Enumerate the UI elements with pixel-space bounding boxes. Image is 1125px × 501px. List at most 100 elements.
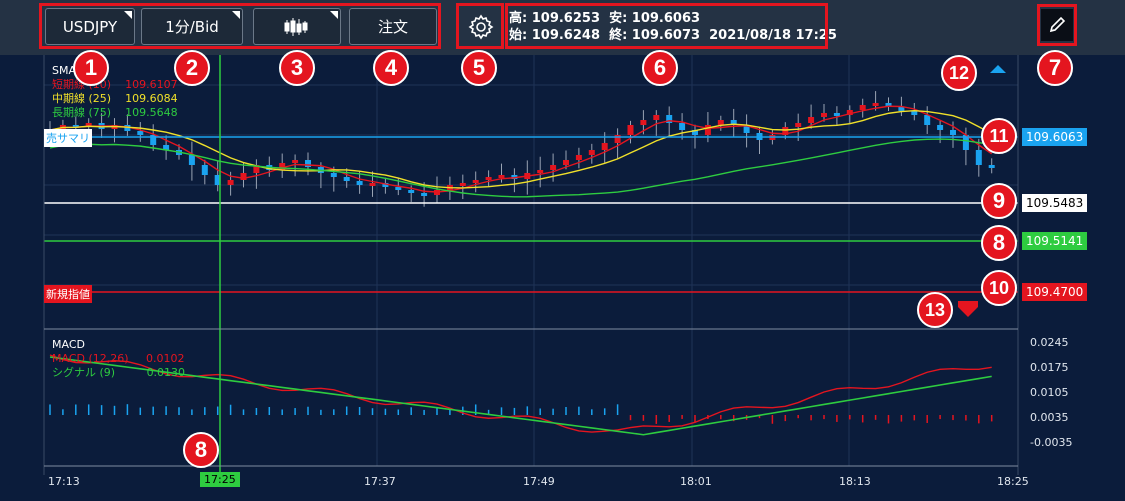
candle-body bbox=[537, 170, 544, 173]
candle-body bbox=[627, 125, 634, 135]
candle-body bbox=[550, 165, 557, 170]
candle-body bbox=[588, 150, 595, 155]
annotation-badge: 6 bbox=[642, 50, 678, 86]
sma-short-line bbox=[49, 105, 993, 193]
candle-body bbox=[395, 187, 402, 190]
sma-long-value: 109.5648 bbox=[125, 106, 178, 119]
candle-body bbox=[330, 173, 337, 177]
candles bbox=[47, 91, 995, 207]
draw-button[interactable] bbox=[1041, 9, 1073, 41]
close-label: 終: bbox=[609, 28, 628, 43]
annotation-badge: 12 bbox=[941, 55, 977, 91]
time-label-selected: 17:25 bbox=[200, 472, 240, 487]
annotation-badge: 9 bbox=[981, 183, 1017, 219]
sma-title: SMA bbox=[52, 64, 76, 77]
candle-body bbox=[640, 120, 647, 125]
candle-body bbox=[782, 127, 789, 135]
time-label: 17:13 bbox=[48, 475, 80, 488]
candle-body bbox=[124, 125, 131, 131]
candle-body bbox=[575, 155, 582, 160]
candle-body bbox=[421, 193, 428, 196]
candle-body bbox=[950, 130, 956, 135]
scroll-up-arrow-icon[interactable] bbox=[990, 65, 1006, 73]
price-chart[interactable] bbox=[0, 55, 1125, 501]
candle-body bbox=[614, 135, 621, 143]
candle-body bbox=[150, 135, 157, 145]
annotation-badge: 4 bbox=[373, 50, 409, 86]
datetime-value: 2021/08/18 17:25 bbox=[709, 28, 837, 43]
corner-marker bbox=[124, 11, 132, 19]
sma-short-value: 109.6107 bbox=[125, 78, 178, 91]
settings-button[interactable] bbox=[462, 8, 499, 45]
annotation-badge: 1 bbox=[73, 50, 109, 86]
candle-body bbox=[214, 175, 221, 185]
candle-body bbox=[808, 117, 815, 123]
candle-body bbox=[227, 180, 234, 185]
candle-body bbox=[163, 145, 170, 150]
order-label: 注文 bbox=[377, 18, 408, 36]
candle-body bbox=[563, 160, 569, 165]
candle-body bbox=[72, 125, 79, 128]
new-limit-label[interactable]: 新規指値 bbox=[44, 285, 92, 303]
candle-body bbox=[240, 173, 247, 180]
high-label: 高: bbox=[509, 11, 528, 26]
sma-legend: SMA 短期線 (10) 109.6107 中期線 (25) 109.6084 … bbox=[52, 64, 178, 120]
annotation-badge: 2 bbox=[174, 50, 210, 86]
candle-body bbox=[962, 135, 969, 150]
timeframe-label: 1分/Bid bbox=[165, 18, 219, 36]
symbol-label: USDJPY bbox=[62, 17, 118, 36]
candle-body bbox=[601, 143, 608, 150]
macd-panel bbox=[49, 354, 993, 436]
candle-body bbox=[369, 183, 376, 186]
corner-marker bbox=[232, 11, 240, 19]
timeframe-button[interactable]: 1分/Bid bbox=[141, 8, 243, 45]
candle-body bbox=[911, 111, 918, 115]
candle-body bbox=[253, 165, 260, 173]
candle-body bbox=[472, 180, 479, 183]
candle-body bbox=[137, 131, 144, 135]
candle-body bbox=[188, 155, 195, 165]
order-button[interactable]: 注文 bbox=[349, 8, 437, 45]
annotation-badge: 5 bbox=[461, 50, 497, 86]
candle-body bbox=[498, 175, 505, 178]
time-label: 18:13 bbox=[839, 475, 871, 488]
open-value: 109.6248 bbox=[531, 28, 600, 43]
limit-order-marker-icon[interactable] bbox=[958, 301, 978, 317]
candle-body bbox=[846, 110, 853, 115]
pencil-icon bbox=[1049, 16, 1066, 33]
annotation-badge: 10 bbox=[981, 270, 1017, 306]
signal-label: シグナル (9) bbox=[52, 366, 116, 379]
sma-mid-label: 中期線 (25) bbox=[52, 92, 112, 105]
toolbar: USDJPY 1分/Bid 注文 高: 109.6253 安: 109.6063… bbox=[0, 0, 1125, 55]
chart-type-button[interactable] bbox=[253, 8, 341, 45]
candle-body bbox=[924, 115, 931, 125]
candle-body bbox=[704, 125, 711, 135]
candle-body bbox=[717, 120, 724, 125]
candle-body bbox=[511, 175, 518, 179]
sma-lines bbox=[49, 105, 993, 198]
sma-mid-line bbox=[49, 109, 993, 189]
candle-body bbox=[730, 120, 737, 125]
candle-body bbox=[485, 177, 492, 180]
candle-body bbox=[743, 125, 750, 133]
candle-body bbox=[408, 190, 415, 193]
annotation-badge: 11 bbox=[981, 118, 1017, 154]
macd-axis-label: 0.0175 bbox=[1030, 361, 1069, 374]
symbol-button[interactable]: USDJPY bbox=[45, 8, 135, 45]
macd-axis-label: 0.0245 bbox=[1030, 336, 1069, 349]
chart-grid bbox=[43, 55, 1018, 466]
candle-body bbox=[937, 125, 944, 130]
candle-body bbox=[821, 113, 827, 117]
candle-body bbox=[279, 163, 286, 170]
macd-value: 0.0102 bbox=[146, 352, 185, 365]
cross-price-tag: 109.5483 bbox=[1022, 194, 1088, 212]
candle-body bbox=[898, 107, 905, 111]
candle-body bbox=[201, 165, 208, 175]
macd-title: MACD bbox=[52, 338, 85, 351]
signal-line bbox=[49, 356, 992, 436]
candle-body bbox=[872, 103, 879, 106]
sell-summary-label[interactable]: 売サマリ bbox=[44, 129, 92, 147]
time-label: 17:37 bbox=[364, 475, 396, 488]
sell-price-tag: 109.6063 bbox=[1022, 128, 1088, 146]
candle-body bbox=[459, 183, 466, 186]
